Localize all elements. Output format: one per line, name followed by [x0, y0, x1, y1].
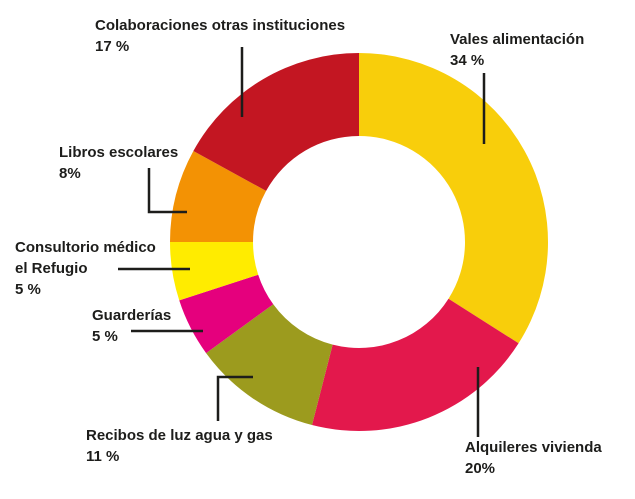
- donut-slice-libros-escolares: [170, 150, 267, 242]
- donut-slice-colaboraciones: [193, 53, 359, 191]
- label-vales-pct: 34 %: [450, 52, 485, 69]
- label-recibos: Recibos de luz agua y gas 11 %: [86, 425, 273, 467]
- label-guarderias: Guarderías 5 %: [92, 305, 171, 347]
- label-consultorio-text-2: el Refugio: [15, 260, 88, 277]
- label-alquileres-text: Alquileres vivienda: [465, 439, 602, 456]
- donut-slice-vales-alimentacion: [359, 53, 549, 344]
- label-consultorio-medico: Consultorio médico el Refugio 5 %: [15, 237, 156, 300]
- label-colaboraciones-pct: 17 %: [95, 38, 130, 55]
- donut-slice-guarderias: [179, 274, 274, 354]
- label-libros-text: Libros escolares: [59, 144, 179, 161]
- label-alquileres: Alquileres vivienda 20%: [465, 437, 602, 479]
- donut-slice-recibos-luz-agua-gas: [206, 304, 333, 426]
- donut-slice-consultorio-medico: [170, 242, 259, 301]
- label-libros-escolares: Libros escolares 8%: [59, 142, 178, 184]
- label-consultorio-text-1: Consultorio médico: [15, 239, 156, 256]
- label-consultorio-pct: 5 %: [15, 281, 41, 298]
- label-libros-pct: 8%: [59, 165, 81, 182]
- leader-line-libros-escolares: [147, 168, 187, 214]
- label-vales-alimentacion: Vales alimentación 34 %: [450, 29, 584, 71]
- label-colaboraciones-text: Colaboraciones otras instituciones: [95, 17, 346, 34]
- donut-slice-alquileres-vivienda: [312, 298, 519, 431]
- label-vales-text: Vales alimentación: [450, 31, 585, 48]
- donut-slices: [170, 53, 549, 431]
- label-guarderias-pct: 5 %: [92, 328, 118, 345]
- label-alquileres-pct: 20%: [465, 460, 496, 477]
- leader-line-recibos: [216, 375, 253, 421]
- label-recibos-pct: 11 %: [86, 448, 120, 465]
- label-recibos-text: Recibos de luz agua y gas: [86, 427, 273, 444]
- label-guarderias-text: Guarderías: [92, 307, 172, 324]
- label-colaboraciones: Colaboraciones otras instituciones 17 %: [95, 15, 345, 57]
